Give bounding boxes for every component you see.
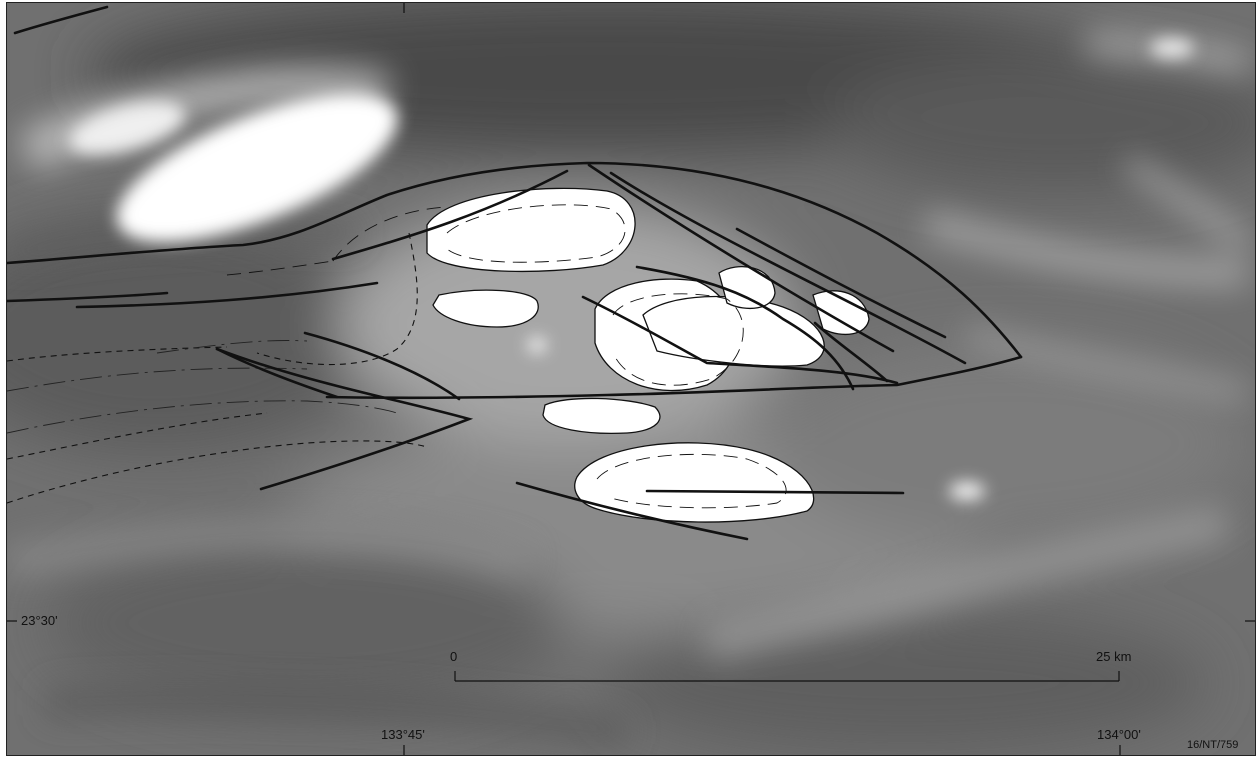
longitude-label-east: 134°00' [1097, 727, 1141, 742]
latitude-label: 23°30' [21, 613, 58, 628]
inner-contours [226, 204, 787, 509]
intrusion-outlines [426, 187, 870, 523]
scale-start-label: 0 [450, 649, 458, 664]
scale-end-label: 25 km [1096, 649, 1132, 664]
scale-bar [454, 671, 1120, 682]
structural-lines [7, 5, 1023, 541]
aeromagnetic-image-frame: 23°30' 133°45' 134°00' 0 25 km 16/NT/759 [6, 2, 1256, 756]
longitude-label-west: 133°45' [381, 727, 425, 742]
dash-dot-structures [7, 340, 398, 434]
map-image [7, 3, 1255, 755]
grid-ticks [7, 3, 1255, 755]
figure-reference: 16/NT/759 [1187, 739, 1239, 751]
